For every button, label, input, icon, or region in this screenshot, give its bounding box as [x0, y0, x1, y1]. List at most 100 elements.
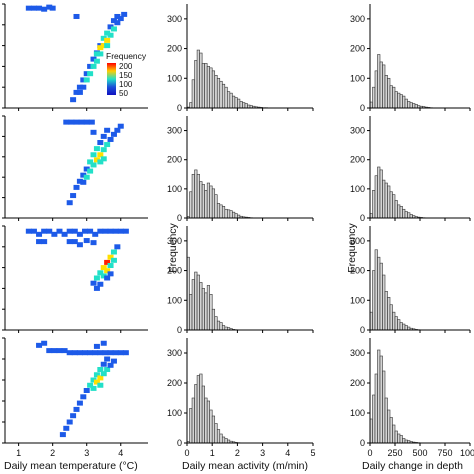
heatmap-cell	[117, 350, 124, 356]
heatmap-cell	[93, 58, 100, 64]
histogram-bar	[214, 316, 218, 331]
histogram-y-tick-label: 200	[350, 155, 365, 165]
histogram-bar	[214, 194, 218, 219]
activity-histogram-panel-1: 0 100 200 300	[167, 4, 314, 113]
histogram-y-tick-label: 200	[167, 378, 182, 388]
histogram-bar	[374, 70, 378, 109]
histogram-y-tick-label: 200	[350, 378, 365, 388]
histogram-bar	[397, 92, 401, 109]
histogram-bar	[211, 415, 216, 444]
frequency-color-legend: Frequency 200 150 100 50	[106, 51, 147, 98]
histogram-bar	[199, 373, 203, 444]
heatmap-cell	[112, 228, 119, 234]
heatmap-cell	[110, 26, 117, 32]
activity-y-axis-label: Frequency	[167, 222, 179, 272]
heatmap-cell	[114, 13, 121, 19]
heatmap-cell	[100, 133, 107, 139]
histogram-bar	[209, 185, 213, 219]
histogram-bar	[219, 204, 223, 219]
depth-histogram-panel-3: 0 100 200 300	[350, 226, 471, 335]
heatmap-cell	[61, 348, 68, 354]
histogram-bar	[237, 98, 241, 109]
legend-color-bar	[107, 63, 116, 95]
histogram-y-tick-label: 300	[167, 126, 182, 136]
histogram-bar	[216, 429, 221, 444]
heatmap-cell	[117, 123, 124, 129]
histogram-bar	[221, 325, 226, 331]
histogram-x-tick-label: 1000	[460, 448, 474, 458]
histogram-y-tick-label: 0	[177, 438, 182, 448]
heatmap-cell	[97, 152, 104, 158]
heatmap-cell	[97, 382, 104, 388]
heatmap-cell	[83, 71, 90, 77]
histogram-bar	[196, 274, 200, 331]
histogram-bar	[199, 181, 203, 219]
histogram-bar	[374, 175, 378, 219]
heatmap-cell	[87, 382, 94, 388]
heatmap-cell	[104, 37, 111, 43]
histogram-bar	[394, 91, 398, 109]
histogram-bar	[224, 86, 228, 109]
heatmap-cell	[63, 425, 70, 431]
heatmap-cell	[100, 43, 107, 49]
histogram-bar	[204, 63, 208, 109]
heatmap-cell	[97, 281, 104, 287]
histogram-bar	[216, 203, 221, 219]
histogram-bar	[229, 92, 233, 109]
histogram-bar	[392, 311, 396, 331]
histogram-bar	[194, 384, 198, 444]
depth-histogram-column: 0 100 200 300 0 100 200 300 0 100 200 300 0 100 200 300…	[350, 4, 474, 458]
heatmap-cell	[66, 239, 73, 245]
heatmap-cell	[102, 350, 109, 356]
histogram-bar	[379, 169, 383, 219]
heatmap-cell	[41, 228, 48, 234]
histogram-bar	[244, 103, 248, 109]
histogram-bar	[387, 297, 391, 331]
histogram-bar	[219, 322, 223, 331]
heatmap-cell	[36, 5, 43, 11]
heatmap-cell	[30, 228, 37, 234]
heatmap-cell	[104, 367, 111, 372]
heatmap-cell	[80, 394, 87, 400]
histogram-bar	[392, 86, 396, 109]
heatmap-cell	[83, 119, 90, 125]
heatmap-cell	[80, 77, 87, 83]
heatmap-cell	[78, 119, 85, 125]
heatmap-cell	[87, 168, 94, 174]
histogram-bar	[407, 101, 411, 109]
heatmap-cell	[90, 129, 97, 135]
histogram-bar	[189, 191, 193, 219]
activity-histogram-column: 0100200300010020030001002003000100200300…	[167, 4, 316, 458]
heatmap-cell	[63, 119, 70, 125]
heatmap-cell	[51, 348, 58, 354]
histogram-y-tick-label: 0	[177, 325, 182, 335]
histogram-bar	[372, 86, 376, 109]
heatmap-cell	[114, 244, 121, 250]
heatmap-cell	[80, 179, 87, 185]
histogram-y-tick-label: 200	[167, 44, 182, 54]
heatmap-cell	[107, 24, 114, 30]
heatmap-cell	[41, 340, 48, 346]
histogram-bar	[221, 206, 226, 219]
heatmap-panel-4	[2, 337, 148, 446]
heatmap-cell	[104, 127, 111, 133]
heatmap-cell	[93, 372, 100, 378]
histogram-y-tick-label: 100	[350, 408, 365, 418]
histogram-bar	[372, 190, 376, 219]
histogram-bar	[219, 80, 223, 109]
legend-tick-50: 50	[119, 89, 128, 98]
histogram-bar	[199, 52, 203, 109]
legend-tick-100: 100	[119, 80, 133, 89]
heatmap-cell	[36, 239, 43, 245]
histogram-bar	[397, 433, 401, 444]
histogram-bar	[409, 102, 413, 109]
heatmap-cell	[97, 350, 104, 356]
depth-histogram-panel-2: 0 100 200 300	[350, 116, 471, 223]
heatmap-cell	[93, 379, 100, 385]
histogram-bar	[384, 75, 388, 109]
histogram-bar	[234, 97, 238, 109]
heatmap-cell	[25, 5, 32, 11]
histogram-bar	[394, 200, 398, 219]
heatmap-cell	[73, 184, 80, 190]
